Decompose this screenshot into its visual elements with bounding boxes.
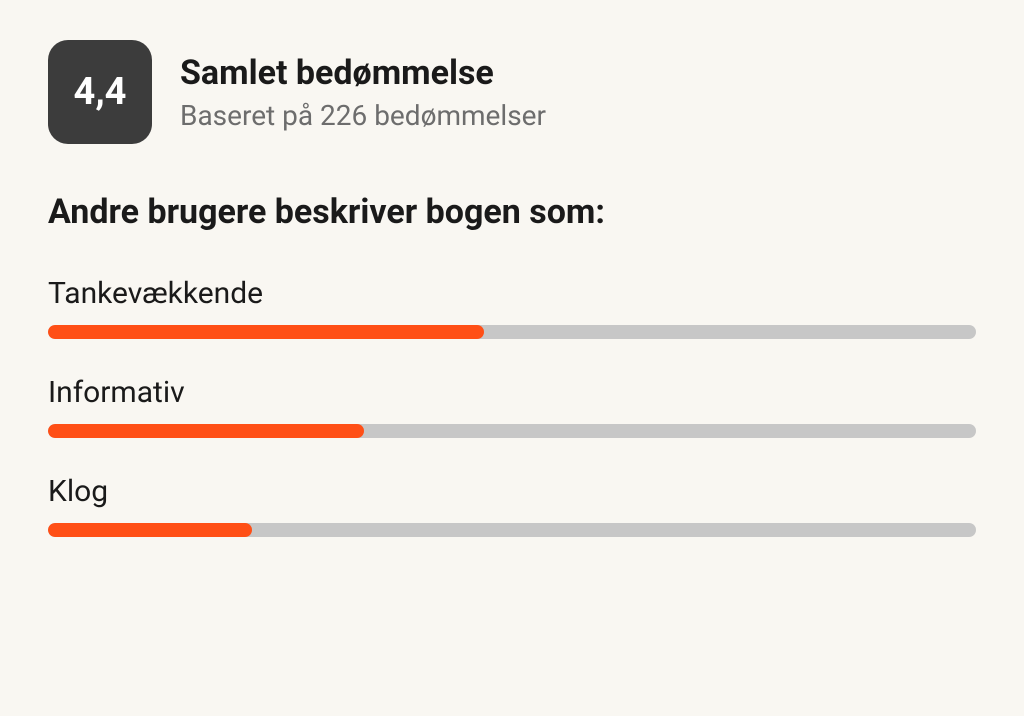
- descriptor-label: Informativ: [48, 375, 976, 410]
- rating-header: 4,4 Samlet bedømmelse Baseret på 226 bed…: [48, 40, 976, 144]
- descriptor-item: Klog: [48, 474, 976, 537]
- progress-track: [48, 325, 976, 339]
- progress-fill: [48, 325, 484, 339]
- rating-score-badge: 4,4: [48, 40, 152, 144]
- rating-title: Samlet bedømmelse: [180, 53, 546, 93]
- rating-score-value: 4,4: [74, 70, 127, 114]
- descriptor-list: Tankevækkende Informativ Klog: [48, 276, 976, 537]
- progress-fill: [48, 523, 252, 537]
- rating-text-block: Samlet bedømmelse Baseret på 226 bedømme…: [180, 53, 546, 132]
- descriptors-heading: Andre brugere beskriver bogen som:: [48, 192, 976, 232]
- descriptor-label: Tankevækkende: [48, 276, 976, 311]
- progress-track: [48, 523, 976, 537]
- descriptor-item: Tankevækkende: [48, 276, 976, 339]
- rating-subtitle: Baseret på 226 bedømmelser: [180, 99, 546, 132]
- progress-track: [48, 424, 976, 438]
- descriptor-item: Informativ: [48, 375, 976, 438]
- progress-fill: [48, 424, 364, 438]
- descriptor-label: Klog: [48, 474, 976, 509]
